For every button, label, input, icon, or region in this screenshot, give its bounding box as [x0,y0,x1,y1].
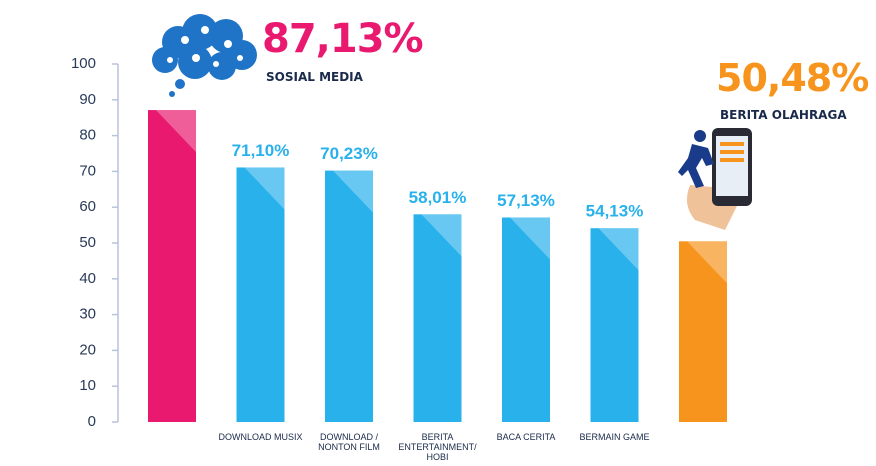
value-label: 70,23% [320,144,378,163]
bar [148,110,196,422]
bar [325,171,373,422]
y-tick-label: 60 [79,198,96,215]
category-label: BERMAIN GAME [573,432,657,442]
value-label: 87,13% [262,16,423,62]
y-tick-label: 90 [79,91,96,108]
y-tick-label: 70 [79,162,96,179]
category-label: BERITA OLAHRAGA [720,108,847,122]
y-tick-label: 0 [88,413,96,430]
category-label: DOWNLOAD / NONTON FILM [307,432,391,452]
value-label: 54,13% [586,202,644,221]
value-label: 57,13% [497,191,555,210]
category-label: DOWNLOAD MUSIX [219,432,303,442]
phone-icon [678,128,752,230]
social-cloud-icon [152,14,257,97]
infographic: 0 10 20 30 40 50 60 70 80 90 100 71,10% 70,23% 58,01%… [0,0,876,466]
category-label: SOSIAL MEDIA [266,70,363,84]
y-tick-label: 80 [79,127,96,144]
y-tick-label: 20 [79,341,96,358]
bar [237,167,285,422]
y-tick-label: 40 [79,270,96,287]
y-tick-label: 100 [71,55,96,72]
category-label: BERITA ENTERTAINMENT/ HOBI [396,432,480,462]
value-label: 71,10% [232,141,290,160]
y-tick-label: 30 [79,306,96,323]
value-label: 50,48% [716,56,868,100]
y-tick-label: 50 [79,234,96,251]
category-label: BACA CERITA [484,432,568,442]
y-tick-label: 10 [79,377,96,394]
value-label: 58,01% [409,188,467,207]
